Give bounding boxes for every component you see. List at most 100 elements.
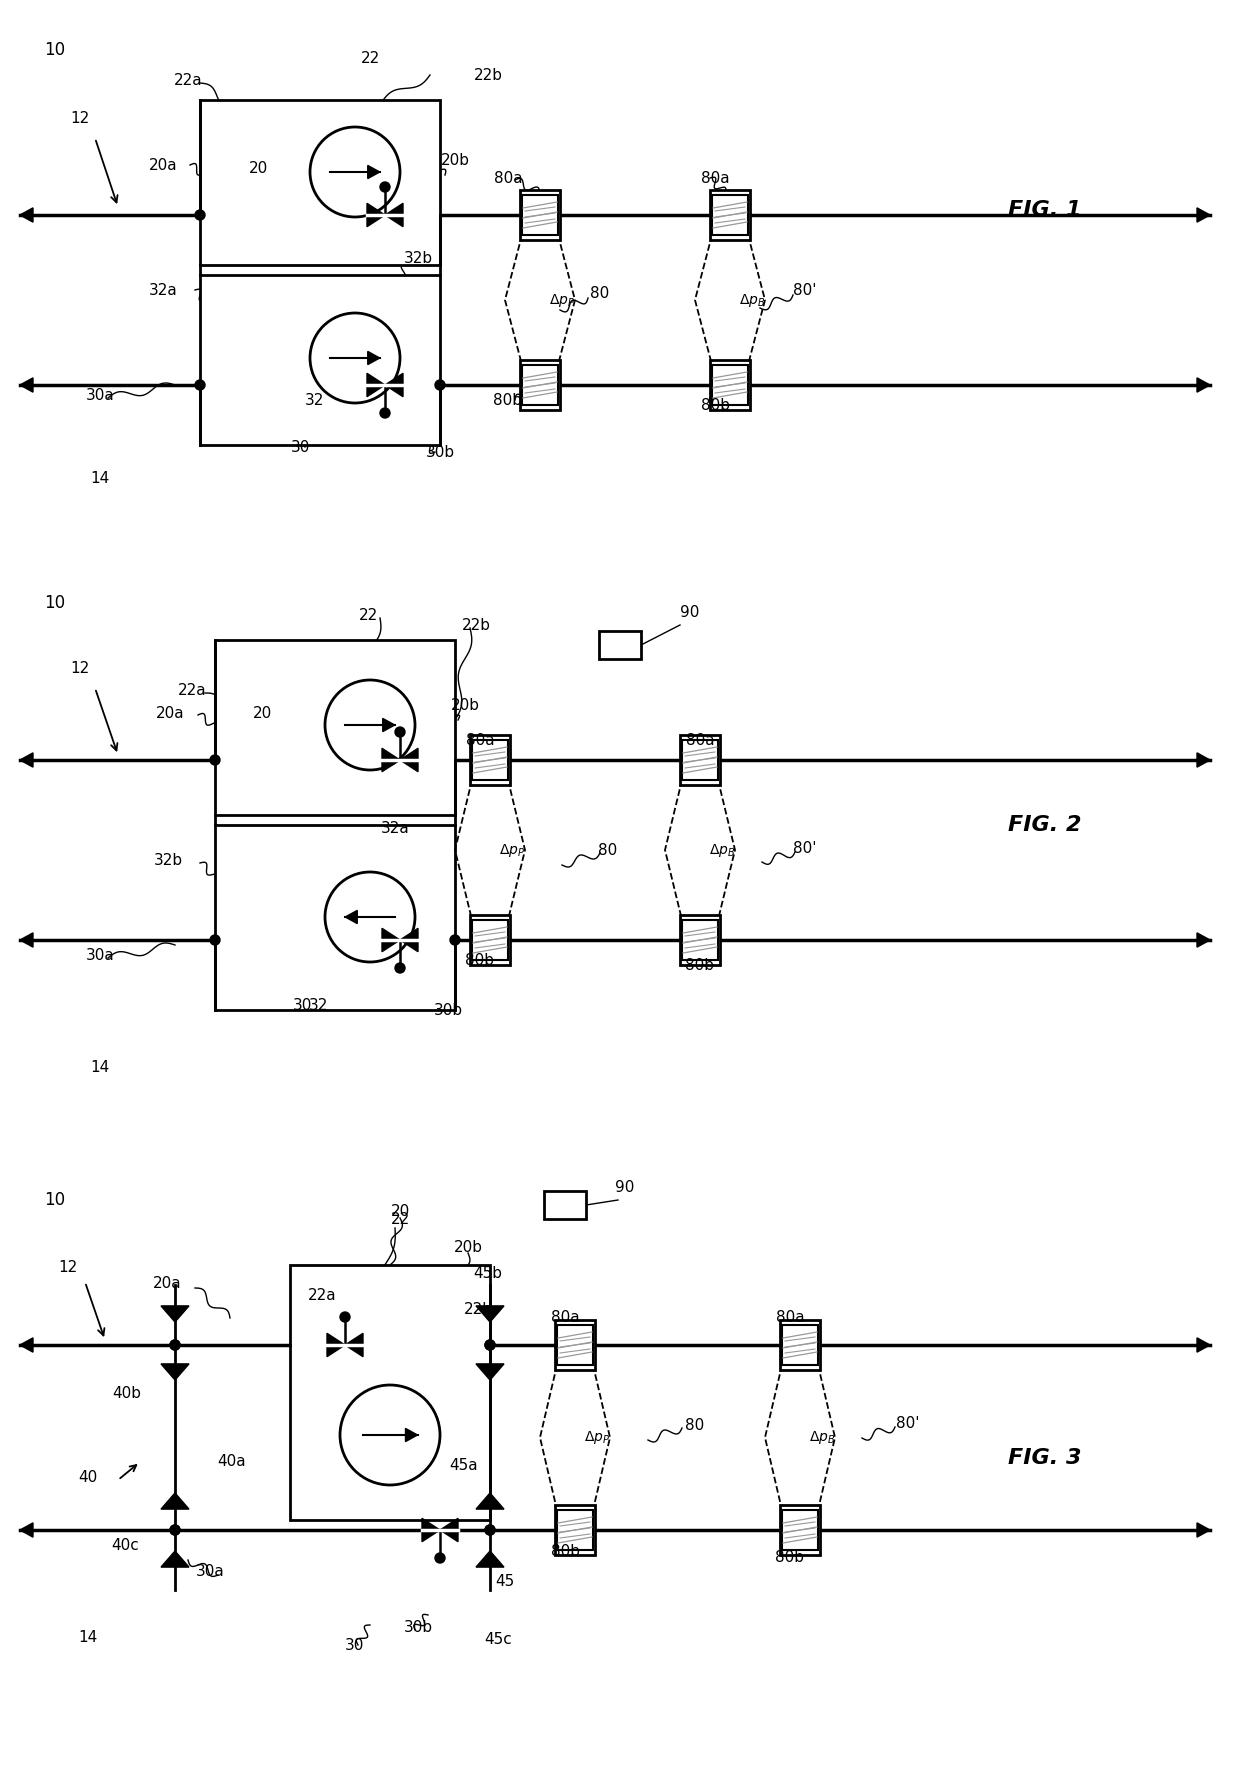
Bar [522,366,558,405]
Text: 40a: 40a [218,1455,247,1469]
Circle shape [325,873,415,962]
Bar [544,1192,587,1219]
Text: 32a: 32a [149,283,177,297]
Bar [290,1265,490,1520]
Bar [472,919,508,961]
Circle shape [210,754,219,765]
Text: FIG. 2: FIG. 2 [1008,815,1081,835]
Text: 22: 22 [361,50,379,66]
Polygon shape [161,1493,188,1509]
Circle shape [171,1496,179,1503]
Bar [680,916,720,966]
Circle shape [195,210,205,220]
Text: 80: 80 [686,1417,704,1432]
Text: 12: 12 [71,661,89,676]
Polygon shape [401,928,418,952]
Text: 80a: 80a [776,1310,805,1326]
Polygon shape [476,1364,503,1380]
Text: 40: 40 [78,1471,98,1486]
Bar [682,919,718,961]
Text: 30: 30 [293,998,311,1012]
Polygon shape [345,910,357,923]
Text: 32b: 32b [154,853,182,867]
Polygon shape [1197,1523,1210,1538]
Bar [780,1321,820,1371]
Text: 22a: 22a [177,683,206,697]
Text: 22b: 22b [464,1303,492,1317]
Polygon shape [20,1523,33,1538]
Text: 32: 32 [305,392,325,407]
Bar [782,1324,818,1366]
Bar [470,735,510,785]
Circle shape [340,1312,350,1322]
Circle shape [171,1369,179,1376]
Text: 40c: 40c [112,1538,139,1552]
Text: 45a: 45a [450,1457,479,1473]
Polygon shape [405,1428,418,1441]
Text: 80b: 80b [701,398,729,412]
Circle shape [486,1496,494,1503]
Text: 80b: 80b [494,392,522,407]
Bar [682,740,718,780]
Circle shape [170,1525,180,1536]
Bar [557,1324,593,1366]
Polygon shape [367,373,384,396]
Circle shape [486,1312,494,1319]
Circle shape [450,935,460,944]
Polygon shape [384,373,403,396]
Text: $\Delta p_B$: $\Delta p_B$ [709,842,735,858]
Text: 14: 14 [91,471,109,486]
Text: 45c: 45c [484,1633,512,1647]
Bar [712,366,748,405]
Text: 22: 22 [391,1213,409,1228]
Bar [599,631,641,659]
Polygon shape [1197,1339,1210,1353]
Polygon shape [368,165,379,179]
Bar [200,100,440,265]
Circle shape [195,380,205,391]
Polygon shape [1197,208,1210,222]
Text: 80b: 80b [551,1545,579,1559]
Text: 22b: 22b [474,68,502,82]
Text: 80b: 80b [686,957,714,973]
Text: 12: 12 [58,1260,78,1276]
Polygon shape [20,934,33,948]
Polygon shape [383,719,394,731]
Text: 30b: 30b [434,1002,463,1018]
Bar [782,1511,818,1550]
Bar [780,1505,820,1555]
Text: 32: 32 [309,998,327,1012]
Circle shape [340,1385,440,1486]
Circle shape [379,409,391,418]
Bar [712,195,748,235]
Text: $\Delta p_B$: $\Delta p_B$ [808,1428,836,1446]
Bar [470,916,510,966]
Polygon shape [1197,753,1210,767]
Polygon shape [1197,378,1210,392]
Text: 10: 10 [45,41,66,59]
Circle shape [325,679,415,771]
Text: 80a: 80a [551,1310,579,1326]
Bar [711,360,750,410]
Text: 14: 14 [78,1631,98,1645]
Text: 20: 20 [391,1204,409,1220]
Text: 80a: 80a [701,170,729,186]
Text: 10: 10 [45,593,66,613]
Text: 30: 30 [345,1638,365,1652]
Circle shape [486,1554,494,1563]
Polygon shape [1197,934,1210,948]
Polygon shape [382,749,401,772]
Text: 80a: 80a [466,733,495,747]
Text: 30a: 30a [196,1564,224,1579]
Circle shape [396,728,405,737]
Text: 22a: 22a [308,1287,336,1303]
Text: 80: 80 [599,842,618,858]
Circle shape [310,127,401,217]
Circle shape [486,1369,494,1376]
Circle shape [310,314,401,403]
Circle shape [170,1340,180,1349]
Bar [520,360,560,410]
Text: 80b: 80b [775,1550,805,1564]
Text: 14: 14 [91,1061,109,1075]
Text: 22b: 22b [461,618,491,633]
